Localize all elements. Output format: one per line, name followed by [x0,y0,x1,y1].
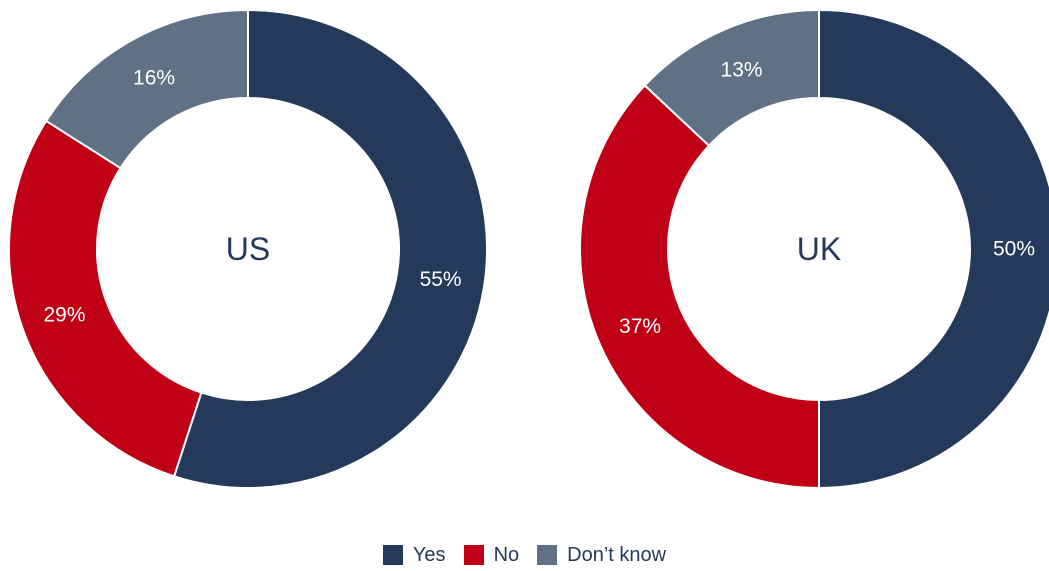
legend-swatch-yes [382,545,403,565]
legend-label-dont-know: Don’t know [567,544,667,566]
us-value-label-no: 29% [44,304,86,327]
us-value-label-dont-know: 16% [133,67,175,90]
us-value-label-yes: 55% [420,268,462,291]
legend-swatch-no [463,545,484,565]
us-slice-dont-know [44,8,249,170]
us-donut: 55% 29% 16% US [8,8,488,489]
uk-center-label: UK [797,231,841,267]
uk-donut: 50% 37% 13% UK [579,8,1049,490]
uk-slice-no [579,83,820,490]
us-slice-no [8,119,203,478]
uk-value-label-dont-know: 13% [721,59,763,82]
uk-value-label-yes: 50% [993,238,1035,261]
us-slice-yes [172,8,488,489]
legend-label-no: No [493,544,520,566]
legend-swatch-dont-know [537,545,558,565]
uk-value-label-no: 37% [619,315,661,338]
legend-label-yes: Yes [412,544,446,566]
legend-item-dont-know: Don’t know [537,543,666,567]
legend-item-no: No [463,543,520,567]
legend: Yes No Don’t know [0,543,1049,567]
legend-item-yes: Yes [382,543,446,567]
us-center-label: US [226,231,270,267]
uk-slice-yes [818,8,1049,490]
uk-slice-dont-know [643,8,820,148]
